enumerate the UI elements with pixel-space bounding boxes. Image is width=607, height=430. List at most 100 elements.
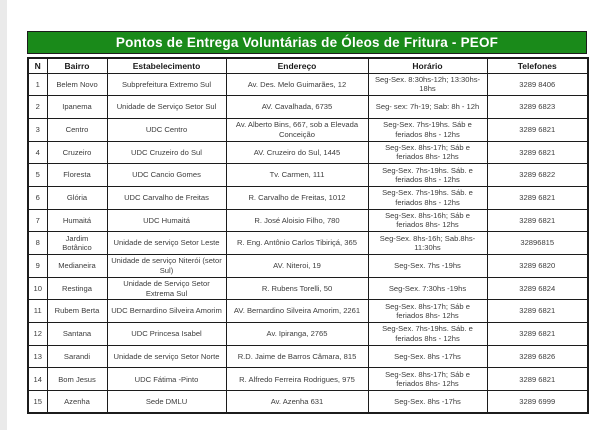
cell-n: 5 bbox=[27, 163, 48, 187]
column-header-n: N bbox=[27, 57, 48, 74]
cell-telefones: 3289 6822 bbox=[486, 163, 589, 187]
cell-horario: Seg-Sex. 7hs-19hs. Sáb e feriados 8hs - … bbox=[367, 117, 488, 142]
cell-bairro: Bom Jesus bbox=[46, 367, 108, 392]
cell-bairro: Jardim Botânico bbox=[46, 231, 108, 255]
cell-horario: Seg-Sex. 7:30hs -19hs bbox=[367, 276, 488, 301]
cell-horario: Seg- sex: 7h-19; Sab: 8h - 12h bbox=[367, 95, 488, 119]
cell-estabelecimento: Unidade de serviço Setor Norte bbox=[106, 344, 227, 369]
cell-n: 6 bbox=[27, 185, 48, 210]
cell-bairro: Sarandi bbox=[46, 344, 108, 369]
cell-estabelecimento: UDC Princesa Isabel bbox=[106, 322, 227, 346]
document-page: Pontos de Entrega Voluntárias de Óleos d… bbox=[27, 31, 589, 415]
cell-telefones: 3289 6821 bbox=[486, 367, 589, 392]
cell-bairro: Azenha bbox=[46, 390, 108, 414]
table-row: 6 Glória UDC Carvalho de Freitas R. Carvalh… bbox=[27, 185, 589, 210]
table-row: 2 Ipanema Unidade de Serviço Setor Sul AV. … bbox=[27, 95, 589, 119]
cell-n: 2 bbox=[27, 95, 48, 119]
cell-n: 4 bbox=[27, 140, 48, 165]
cell-telefones: 3289 6821 bbox=[486, 185, 589, 210]
cell-endereco: Av. Des. Melo Guimarães, 12 bbox=[225, 72, 369, 97]
cell-endereco: R.D. Jaime de Barros Câmara, 815 bbox=[225, 344, 369, 369]
column-header-estabelecimento: Estabelecimento bbox=[106, 57, 227, 74]
cell-horario: Seg-Sex. 8hs -17hs bbox=[367, 344, 488, 369]
table-row: 13 Sarandi Unidade de serviço Setor Norte R… bbox=[27, 344, 589, 369]
cell-endereco: Av. Alberto Bins, 667, sob a Elevada Con… bbox=[225, 117, 369, 142]
cell-telefones: 32896815 bbox=[486, 231, 589, 255]
table-row: 4 Cruzeiro UDC Cruzeiro do Sul AV. Cruzeiro… bbox=[27, 140, 589, 165]
cell-estabelecimento: UDC Cancio Gomes bbox=[106, 163, 227, 187]
document-title-bar: Pontos de Entrega Voluntárias de Óleos d… bbox=[27, 31, 587, 54]
cell-telefones: 3289 6824 bbox=[486, 276, 589, 301]
cell-telefones: 3289 6821 bbox=[486, 117, 589, 142]
cell-estabelecimento: UDC Carvalho de Freitas bbox=[106, 185, 227, 210]
cell-estabelecimento: UDC Centro bbox=[106, 117, 227, 142]
cell-horario: Seg-Sex. 8:30hs-12h; 13:30hs- 18hs bbox=[367, 72, 488, 97]
cell-telefones: 3289 6821 bbox=[486, 208, 589, 233]
cell-endereco: R. Eng. Antônio Carlos Tibiriçá, 365 bbox=[225, 231, 369, 255]
table-header-row: N Bairro Estabelecimento Endereço Horári… bbox=[27, 57, 589, 74]
cell-estabelecimento: UDC Cruzeiro do Sul bbox=[106, 140, 227, 165]
cell-estabelecimento: Unidade de Serviço Setor Extrema Sul bbox=[106, 276, 227, 301]
cell-endereco: R. José Aloisio Filho, 780 bbox=[225, 208, 369, 233]
cell-bairro: Centro bbox=[46, 117, 108, 142]
cell-bairro: Ipanema bbox=[46, 95, 108, 119]
cell-n: 11 bbox=[27, 299, 48, 324]
cell-endereco: Av. Azenha 631 bbox=[225, 390, 369, 414]
cell-n: 1 bbox=[27, 72, 48, 97]
page-edge-strip bbox=[0, 0, 7, 430]
cell-n: 13 bbox=[27, 344, 48, 369]
cell-bairro: Santana bbox=[46, 322, 108, 346]
delivery-points-table: N Bairro Estabelecimento Endereço Horári… bbox=[27, 57, 589, 415]
table-row: 1 Belem Novo Subprefeitura Extremo Sul Av. … bbox=[27, 72, 589, 97]
cell-telefones: 3289 6821 bbox=[486, 299, 589, 324]
cell-endereco: R. Rubens Torelli, 50 bbox=[225, 276, 369, 301]
column-header-endereco: Endereço bbox=[225, 57, 369, 74]
cell-horario: Seg-Sex. 7hs -19hs bbox=[367, 254, 488, 278]
cell-telefones: 3289 6821 bbox=[486, 322, 589, 346]
cell-horario: Seg-Sex. 7hs-19hs. Sáb. e feriados 8hs -… bbox=[367, 163, 488, 187]
table-row: 15 Azenha Sede DMLU Av. Azenha 631 Seg-Sex. … bbox=[27, 390, 589, 414]
cell-bairro: Belem Novo bbox=[46, 72, 108, 97]
cell-estabelecimento: Unidade de Serviço Setor Sul bbox=[106, 95, 227, 119]
cell-horario: Seg-Sex. 8hs -17hs bbox=[367, 390, 488, 414]
cell-n: 8 bbox=[27, 231, 48, 255]
cell-estabelecimento: Sede DMLU bbox=[106, 390, 227, 414]
cell-estabelecimento: Subprefeitura Extremo Sul bbox=[106, 72, 227, 97]
cell-bairro: Restinga bbox=[46, 276, 108, 301]
cell-horario: Seg-Sex. 8hs-17h; Sáb e feriados 8hs- 12… bbox=[367, 299, 488, 324]
cell-endereco: Tv. Carmen, 111 bbox=[225, 163, 369, 187]
table-row: 7 Humaitá UDC Humaitá R. José Aloisio Filho… bbox=[27, 208, 589, 233]
cell-bairro: Medianeira bbox=[46, 254, 108, 278]
cell-telefones: 3289 6821 bbox=[486, 140, 589, 165]
cell-n: 15 bbox=[27, 390, 48, 414]
cell-n: 7 bbox=[27, 208, 48, 233]
cell-telefones: 3289 6823 bbox=[486, 95, 589, 119]
cell-bairro: Cruzeiro bbox=[46, 140, 108, 165]
table-row: 11 Rubem Berta UDC Bernardino Silveira Amo… bbox=[27, 299, 589, 324]
cell-bairro: Floresta bbox=[46, 163, 108, 187]
document-title: Pontos de Entrega Voluntárias de Óleos d… bbox=[115, 35, 499, 50]
cell-n: 9 bbox=[27, 254, 48, 278]
cell-estabelecimento: Unidade de serviço Niterói (setor Sul) bbox=[106, 254, 227, 278]
cell-n: 3 bbox=[27, 117, 48, 142]
cell-n: 12 bbox=[27, 322, 48, 346]
table-row: 12 Santana UDC Princesa Isabel Av. Ipiranga… bbox=[27, 322, 589, 346]
column-header-bairro: Bairro bbox=[46, 57, 108, 74]
cell-n: 14 bbox=[27, 367, 48, 392]
cell-estabelecimento: UDC Bernardino Silveira Amorim bbox=[106, 299, 227, 324]
cell-estabelecimento: UDC Fátima -Pinto bbox=[106, 367, 227, 392]
table-row: 5 Floresta UDC Cancio Gomes Tv. Carmen, 111… bbox=[27, 163, 589, 187]
cell-horario: Seg-Sex. 7hs-19hs. Sáb. e feriados 8hs -… bbox=[367, 322, 488, 346]
cell-endereco: Av. Ipiranga, 2765 bbox=[225, 322, 369, 346]
cell-bairro: Glória bbox=[46, 185, 108, 210]
cell-bairro: Rubem Berta bbox=[46, 299, 108, 324]
column-header-telefones: Telefones bbox=[486, 57, 589, 74]
cell-horario: Seg-Sex. 8hs-16h; Sáb e feriados 8hs- 12… bbox=[367, 208, 488, 233]
cell-telefones: 3289 6999 bbox=[486, 390, 589, 414]
cell-telefones: 3289 6826 bbox=[486, 344, 589, 369]
table-row: 3 Centro UDC Centro Av. Alberto Bins, 667, … bbox=[27, 117, 589, 142]
cell-estabelecimento: UDC Humaitá bbox=[106, 208, 227, 233]
table-row: 8 Jardim Botânico Unidade de serviço Setor… bbox=[27, 231, 589, 255]
table-body: 1 Belem Novo Subprefeitura Extremo Sul Av. … bbox=[27, 72, 589, 414]
column-header-horario: Horário bbox=[367, 57, 488, 74]
